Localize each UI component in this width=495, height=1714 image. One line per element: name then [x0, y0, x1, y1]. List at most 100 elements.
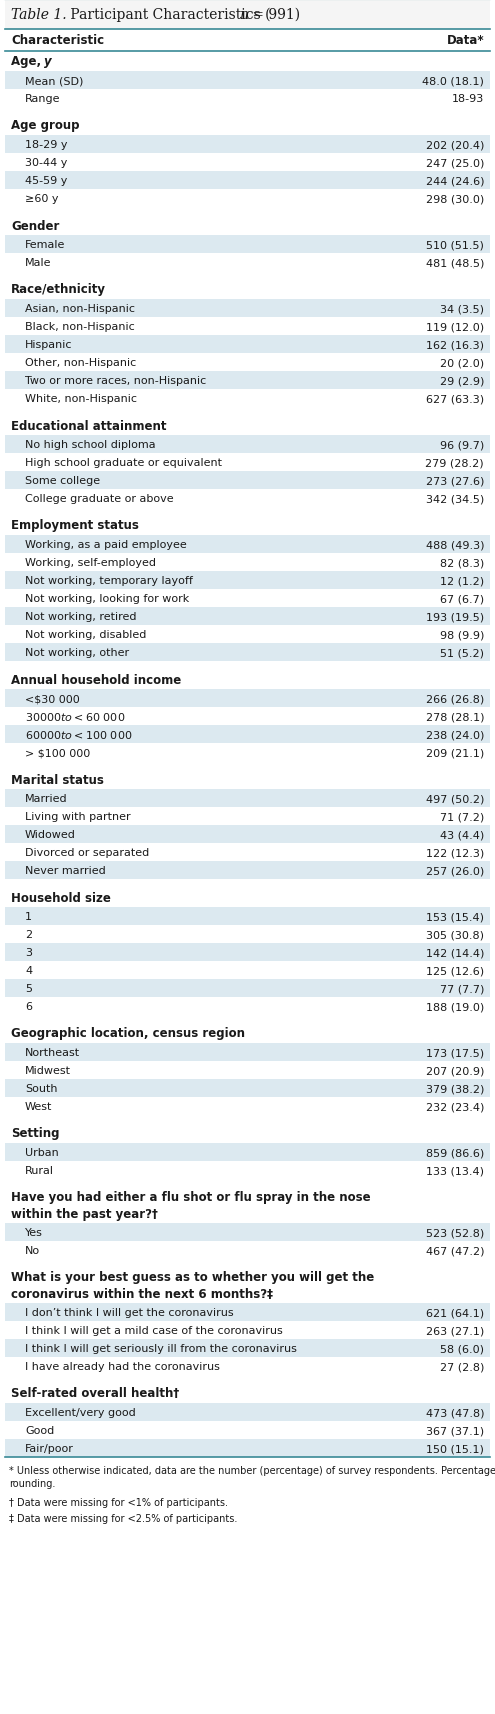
Text: 202 (20.4): 202 (20.4): [426, 141, 484, 149]
Text: Married: Married: [25, 794, 68, 804]
Bar: [5, 72, 490, 89]
Text: 232 (23.4): 232 (23.4): [426, 1102, 484, 1111]
Text: Good: Good: [25, 1424, 54, 1435]
Bar: [5, 490, 490, 507]
Text: No: No: [25, 1246, 40, 1255]
Bar: [5, 471, 490, 490]
Bar: [5, 389, 490, 408]
Bar: [5, 353, 490, 372]
Bar: [5, 216, 490, 237]
Text: 30-44 y: 30-44 y: [25, 158, 67, 168]
Bar: [5, 1080, 490, 1097]
Text: What is your best guess as to whether you will get the
coronavirus within the ne: What is your best guess as to whether yo…: [11, 1270, 374, 1299]
Bar: [5, 171, 490, 190]
Text: 77 (7.7): 77 (7.7): [440, 984, 484, 994]
Text: n: n: [239, 9, 248, 22]
Text: 467 (47.2): 467 (47.2): [426, 1246, 484, 1255]
Text: 4: 4: [25, 965, 32, 975]
Text: <$30 000: <$30 000: [25, 694, 80, 703]
Text: Not working, retired: Not working, retired: [25, 612, 137, 622]
Text: 342 (34.5): 342 (34.5): [426, 494, 484, 504]
Bar: [5, 626, 490, 644]
Text: $30 000 to <$60 000: $30 000 to <$60 000: [25, 711, 125, 723]
Text: $60 000 to <$100 000: $60 000 to <$100 000: [25, 728, 133, 740]
Text: 27 (2.8): 27 (2.8): [440, 1361, 484, 1371]
Text: † Data were missing for <1% of participants.: † Data were missing for <1% of participa…: [9, 1496, 228, 1507]
Bar: [5, 1188, 490, 1224]
Text: Yes: Yes: [25, 1227, 43, 1238]
Bar: [5, 1179, 490, 1188]
Text: 2: 2: [25, 929, 32, 939]
Text: 29 (2.9): 29 (2.9): [440, 375, 484, 386]
Text: Other, non-Hispanic: Other, non-Hispanic: [25, 358, 136, 369]
Bar: [5, 135, 490, 154]
Text: 153 (15.4): 153 (15.4): [426, 912, 484, 922]
Bar: [5, 725, 490, 744]
Bar: [5, 907, 490, 926]
Text: 1: 1: [25, 912, 32, 922]
Text: 207 (20.9): 207 (20.9): [426, 1066, 484, 1075]
Text: 257 (26.0): 257 (26.0): [426, 866, 484, 876]
Bar: [5, 761, 490, 770]
Bar: [5, 1143, 490, 1162]
Text: 43 (4.4): 43 (4.4): [440, 830, 484, 840]
Bar: [5, 962, 490, 979]
Text: I don’t think I will get the coronavirus: I don’t think I will get the coronavirus: [25, 1308, 234, 1318]
Bar: [5, 408, 490, 417]
Text: 58 (6.0): 58 (6.0): [440, 1344, 484, 1354]
Text: 209 (21.1): 209 (21.1): [426, 747, 484, 758]
Text: Marital status: Marital status: [11, 773, 104, 787]
Text: Household size: Household size: [11, 891, 111, 903]
Text: Employment status: Employment status: [11, 519, 139, 531]
Text: Have you had either a flu shot or flu spray in the nose
within the past year?†: Have you had either a flu shot or flu sp…: [11, 1191, 371, 1220]
Bar: [5, 590, 490, 608]
Bar: [5, 207, 490, 216]
Bar: [5, 300, 490, 317]
Text: 497 (50.2): 497 (50.2): [426, 794, 484, 804]
Bar: [5, 516, 490, 536]
Bar: [5, 1097, 490, 1116]
Bar: [5, 1321, 490, 1339]
Text: Participant Characteristics (: Participant Characteristics (: [66, 9, 270, 22]
Text: 627 (63.3): 627 (63.3): [426, 394, 484, 405]
Bar: [5, 790, 490, 807]
Bar: [5, 108, 490, 117]
Bar: [5, 1061, 490, 1080]
Text: 119 (12.0): 119 (12.0): [426, 322, 484, 333]
Text: Working, as a paid employee: Working, as a paid employee: [25, 540, 187, 550]
Bar: [5, 536, 490, 554]
Text: 305 (30.8): 305 (30.8): [426, 929, 484, 939]
Text: 5: 5: [25, 984, 32, 994]
Text: 266 (26.8): 266 (26.8): [426, 694, 484, 703]
Bar: [5, 190, 490, 207]
Text: 12 (1.2): 12 (1.2): [440, 576, 484, 586]
Text: Black, non-Hispanic: Black, non-Hispanic: [25, 322, 135, 333]
Text: Not working, other: Not working, other: [25, 648, 129, 658]
Bar: [5, 372, 490, 389]
Text: 18-29 y: 18-29 y: [25, 141, 67, 149]
Text: Urban: Urban: [25, 1147, 59, 1157]
Text: Widowed: Widowed: [25, 830, 76, 840]
Text: West: West: [25, 1102, 52, 1111]
Bar: [5, 154, 490, 171]
Text: Range: Range: [25, 94, 60, 105]
Text: Table 1.: Table 1.: [11, 9, 67, 22]
Bar: [5, 29, 490, 51]
Bar: [5, 454, 490, 471]
Text: Geographic location, census region: Geographic location, census region: [11, 1027, 245, 1040]
Text: > $100 000: > $100 000: [25, 747, 90, 758]
Text: 238 (24.0): 238 (24.0): [426, 730, 484, 739]
Text: 133 (13.4): 133 (13.4): [426, 1166, 484, 1176]
Bar: [5, 51, 490, 72]
Text: 45-59 y: 45-59 y: [25, 177, 67, 185]
Text: Mean (SD): Mean (SD): [25, 75, 83, 86]
Bar: [5, 1421, 490, 1440]
Text: 150 (15.1): 150 (15.1): [426, 1443, 484, 1453]
Text: Female: Female: [25, 240, 65, 250]
Text: 859 (86.6): 859 (86.6): [426, 1147, 484, 1157]
Bar: [5, 1241, 490, 1260]
Bar: [5, 826, 490, 843]
Bar: [5, 879, 490, 888]
Bar: [5, 254, 490, 273]
Text: Not working, disabled: Not working, disabled: [25, 629, 147, 639]
